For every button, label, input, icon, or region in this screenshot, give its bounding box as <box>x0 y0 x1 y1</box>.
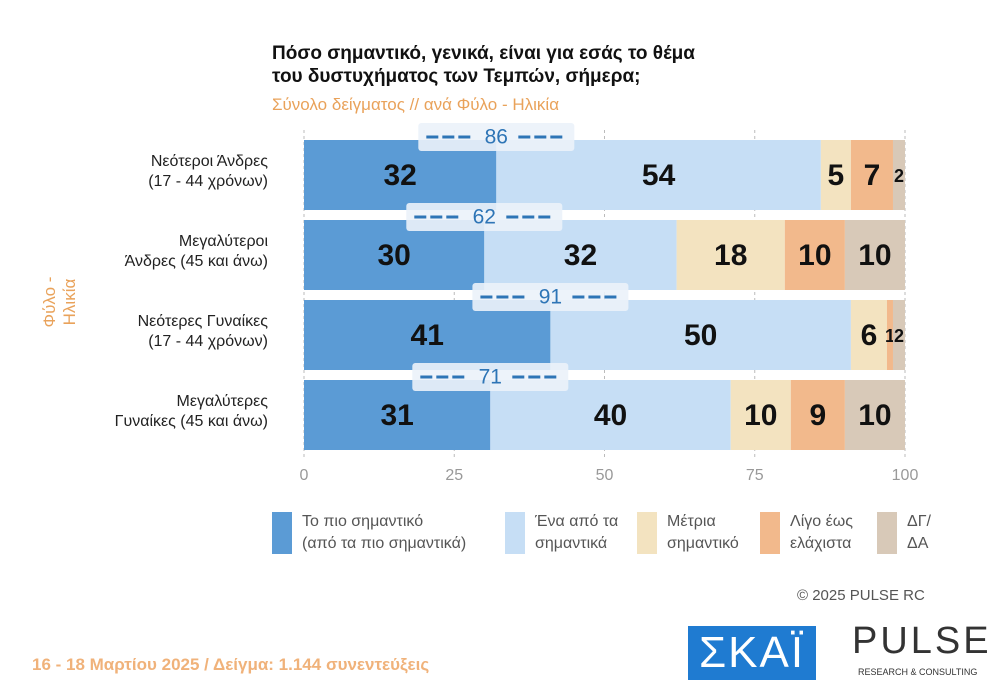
category-label: Μεγαλύτεροι Άνδρες (45 και άνω) <box>124 233 268 270</box>
bar-segment <box>886 300 893 370</box>
total-box <box>472 283 629 311</box>
bar-segment <box>550 300 851 370</box>
bar-segment <box>304 140 497 210</box>
value-label: 10 <box>858 239 891 272</box>
value-label: 2 <box>894 326 904 346</box>
bar-segment <box>850 300 887 370</box>
total-box <box>418 123 575 151</box>
value-label: 9 <box>810 399 827 432</box>
legend-label: Ένα από τα σημαντικά <box>535 513 619 552</box>
bar-segment <box>892 300 905 370</box>
bar-segment <box>892 140 905 210</box>
copyright: © 2025 PULSE RC <box>797 587 925 604</box>
value-label: 50 <box>684 319 717 352</box>
bar-segment <box>784 220 845 290</box>
value-label: 6 <box>861 319 878 352</box>
total-box <box>412 363 569 391</box>
x-tick-label: 25 <box>445 467 463 484</box>
pulse-logo: PULSE <box>852 620 989 662</box>
bar-segment <box>820 140 851 210</box>
footer: 16 - 18 Μαρτίου 2025 / Δείγμα: 1.144 συν… <box>32 655 430 674</box>
value-label: 41 <box>411 319 444 352</box>
legend-label: Το πιο σημαντικό (από τα πιο σημαντικά) <box>302 513 467 552</box>
total-label: 91 <box>539 286 562 309</box>
value-label: 32 <box>564 239 597 272</box>
category-label: Νεότερες Γυναίκες (17 - 44 χρόνων) <box>137 313 268 350</box>
bar-segment <box>490 380 731 450</box>
bar-segment <box>850 140 893 210</box>
legend-swatch <box>637 512 657 554</box>
value-label: 54 <box>642 159 676 192</box>
category-label: Μεγαλύτερες Γυναίκες (45 και άνω) <box>114 393 268 430</box>
bar-segment <box>496 140 821 210</box>
pulse-logo-sub: RESEARCH & CONSULTING <box>858 667 978 677</box>
value-label: 18 <box>714 239 747 272</box>
total-box <box>406 203 563 231</box>
value-label: 5 <box>828 159 845 192</box>
value-label: 10 <box>858 399 891 432</box>
bar-segment <box>730 380 791 450</box>
total-label: 71 <box>479 366 502 389</box>
x-tick-label: 75 <box>746 467 764 484</box>
value-label: 30 <box>377 239 410 272</box>
legend-swatch <box>272 512 292 554</box>
bar-segment <box>844 380 905 450</box>
x-tick-label: 50 <box>596 467 614 484</box>
legend-swatch <box>505 512 525 554</box>
value-label: 40 <box>594 399 627 432</box>
value-label: 2 <box>894 166 904 186</box>
value-label: 10 <box>744 399 777 432</box>
bar-segment <box>304 380 491 450</box>
x-tick-label: 100 <box>892 467 919 484</box>
value-label: 31 <box>380 399 413 432</box>
bar-segment <box>484 220 677 290</box>
subtitle: Σύνολο δείγματος // ανά Φύλο - Ηλικία <box>272 95 560 114</box>
bar-segment <box>790 380 845 450</box>
legend-label: Μέτρια σημαντικό <box>667 513 739 552</box>
chart-title: Πόσο σημαντικό, γενικά, είναι για εσάς τ… <box>272 43 695 87</box>
legend-swatch <box>760 512 780 554</box>
value-label: 32 <box>383 159 416 192</box>
bar-segment <box>304 300 551 370</box>
value-label: 10 <box>798 239 831 272</box>
value-label: 1 <box>885 326 895 346</box>
bar-segment <box>304 220 485 290</box>
total-label: 62 <box>473 206 496 229</box>
legend-label: ΔΓ/ ΔΑ <box>907 513 931 552</box>
bar-segment <box>676 220 785 290</box>
category-label: Νεότεροι Άνδρες (17 - 44 χρόνων) <box>148 153 268 190</box>
value-label: 7 <box>864 159 881 192</box>
skai-logo: ΣΚΑΪ <box>688 626 816 680</box>
bar-segment <box>844 220 905 290</box>
x-tick-label: 0 <box>300 467 309 484</box>
total-label: 86 <box>485 126 508 149</box>
legend-swatch <box>877 512 897 554</box>
legend-label: Λίγο έως ελάχιστα <box>790 513 853 552</box>
